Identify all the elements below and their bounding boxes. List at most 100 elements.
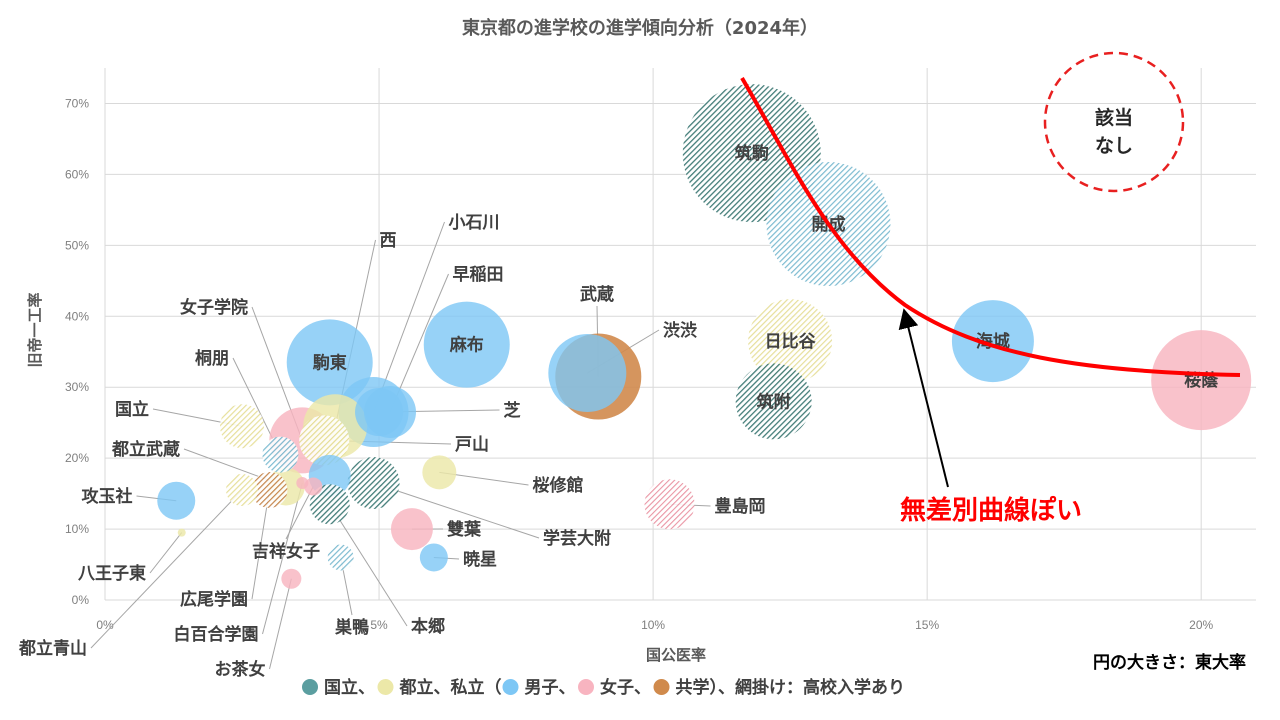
- bubble-point: [157, 481, 196, 520]
- leader-line: [262, 482, 303, 635]
- annotation-arrow: [898, 308, 949, 488]
- point-label: 都立武蔵: [111, 439, 180, 460]
- point-label: 吉祥女子: [252, 541, 320, 562]
- point-label: 攻玉社: [82, 486, 133, 507]
- bubble-point: [390, 508, 433, 551]
- x-tick-label: 5%: [370, 618, 388, 632]
- bubble-point: [951, 300, 1034, 383]
- leader-line: [269, 578, 292, 670]
- bubble-point: [304, 477, 323, 496]
- size-note: 円の大きさ：東大率: [1093, 652, 1246, 673]
- legend-label: 男子、: [525, 678, 576, 698]
- legend-marker: [377, 679, 394, 695]
- point-label: 八王子東: [78, 563, 146, 584]
- indifference-curve: [740, 76, 1241, 377]
- x-tick-label: 15%: [915, 618, 939, 632]
- x-tick-label: 20%: [1189, 618, 1213, 632]
- legend-label: 共学）、網掛け：高校入学あり: [676, 677, 906, 698]
- y-tick-label: 0%: [72, 593, 90, 607]
- leader-line: [149, 532, 183, 574]
- point-label: 早稲田: [453, 265, 504, 285]
- point-labels: 筑駒開成海城桜蔭日比谷筑附麻布駒東武蔵渋渋豊島岡国立女子学院西小石川早稲田芝戸山…: [18, 143, 1219, 680]
- point-label: 雙葉: [447, 519, 482, 540]
- bubble-point: [177, 528, 186, 537]
- bubble-point: [296, 476, 309, 489]
- point-label: 麻布: [449, 335, 484, 356]
- legend-marker: [302, 679, 318, 695]
- legend: 国立、 都立、私立（ 男子、 女子、 共学）、網掛け：高校入学あり: [302, 677, 905, 698]
- point-label: 駒東: [313, 352, 347, 373]
- point-label: 戸山: [455, 435, 489, 455]
- x-axis-title: 国公医率: [646, 646, 706, 664]
- bubble-point: [226, 474, 259, 507]
- y-tick-label: 60%: [65, 167, 89, 181]
- point-label: 都立青山: [18, 638, 87, 659]
- point-label: 芝: [504, 400, 521, 421]
- y-tick-label: 20%: [65, 451, 89, 465]
- chart-title: 東京都の進学校の進学傾向分析（2024年）: [462, 17, 818, 39]
- legend-label: 都立、私立（: [399, 677, 502, 698]
- point-label: 女子学院: [180, 297, 248, 318]
- point-label: 学芸大附: [543, 528, 611, 549]
- bubble-point: [355, 388, 404, 437]
- bubble-point: [262, 436, 299, 473]
- leader-line: [90, 489, 243, 649]
- point-label: 日比谷: [765, 331, 817, 352]
- point-label: 小石川: [449, 213, 500, 233]
- point-label: 本郷: [411, 616, 445, 637]
- tick-labels: 0% 5% 10% 15% 20% 0% 10% 20% 30% 40% 50% 60% 70%: [65, 96, 1214, 632]
- bubble-point: [251, 472, 288, 509]
- no-data-line1: 該当: [1095, 106, 1133, 129]
- legend-label: 女子、: [600, 677, 651, 698]
- legend-marker: [502, 679, 519, 695]
- point-label: 広尾学園: [180, 589, 248, 610]
- legend-marker: [578, 679, 594, 695]
- bubble-point: [644, 479, 695, 530]
- bubble-point: [281, 568, 302, 589]
- bubbles: [157, 84, 1252, 589]
- y-tick-label: 30%: [65, 380, 89, 394]
- point-label: 白百合学園: [174, 624, 259, 645]
- point-label: 暁星: [463, 549, 497, 570]
- y-tick-label: 10%: [65, 522, 89, 536]
- x-tick-label: 10%: [641, 618, 665, 632]
- bubble-point: [299, 415, 350, 466]
- point-label: 渋渋: [663, 320, 697, 341]
- legend-label: 国立、: [324, 677, 375, 698]
- bubble-point: [327, 544, 354, 571]
- bubble-point: [286, 319, 373, 406]
- bubble-point: [748, 299, 833, 384]
- y-tick-label: 50%: [65, 238, 89, 252]
- leader-line: [251, 489, 270, 600]
- no-data-line2: なし: [1095, 135, 1133, 157]
- bubble-point: [347, 456, 400, 509]
- point-label: 豊島岡: [715, 496, 766, 517]
- point-label: 筑附: [757, 391, 791, 412]
- curve-annotation: 無差別曲線ぽい: [900, 495, 1082, 526]
- point-label: 巣鴨: [334, 617, 369, 638]
- leader-line: [285, 486, 314, 540]
- leader-line: [329, 503, 408, 627]
- bubble-point: [1151, 330, 1252, 431]
- bubble-point: [422, 455, 457, 490]
- point-label: 国立: [115, 399, 149, 420]
- y-tick-label: 70%: [65, 96, 89, 110]
- bubble-point: [548, 334, 627, 413]
- leader-line: [373, 482, 540, 539]
- bubble-point: [220, 404, 265, 449]
- bubble-point: [419, 543, 448, 572]
- bubble-point: [735, 363, 812, 440]
- y-tick-label: 40%: [65, 309, 89, 323]
- point-label: 西: [380, 231, 397, 251]
- y-axis-title: 旧帝一工率: [26, 292, 44, 367]
- point-label: 桐朋: [195, 348, 229, 369]
- x-tick-label: 0%: [96, 618, 114, 632]
- point-label: 筑駒: [735, 143, 769, 164]
- legend-marker: [653, 679, 670, 695]
- no-data-circle: [1043, 51, 1185, 193]
- bubble-point: [309, 484, 350, 525]
- point-label: お茶女: [215, 659, 266, 680]
- point-label: 武蔵: [580, 284, 614, 305]
- grid-lines: [104, 68, 1256, 601]
